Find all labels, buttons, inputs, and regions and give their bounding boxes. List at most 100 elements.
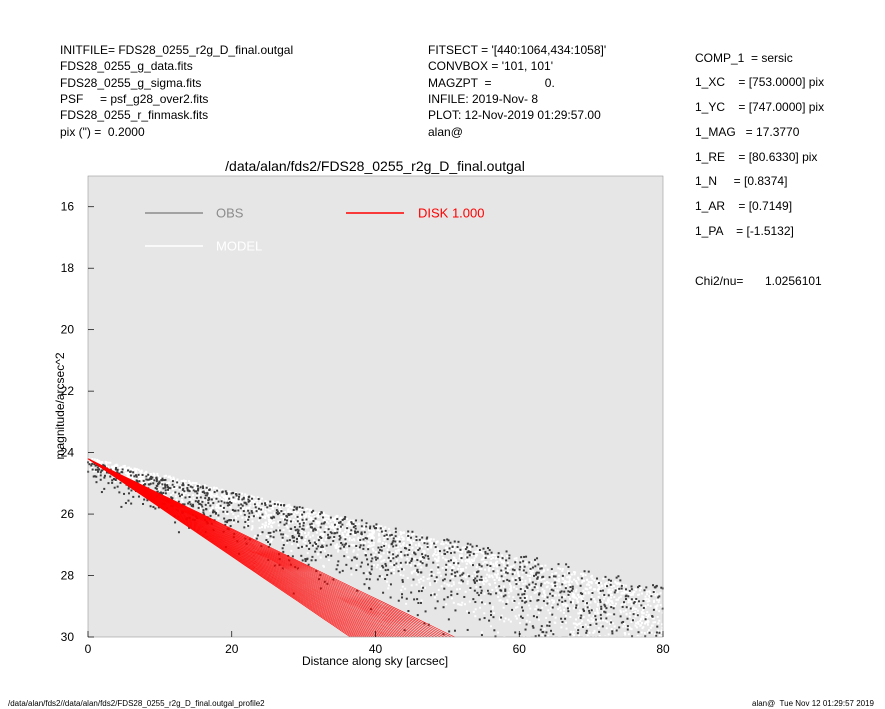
model-point [360,540,363,543]
model-point [581,598,584,601]
model-point [660,630,663,633]
model-point [489,583,492,586]
observed-point [379,548,382,551]
observed-point [201,500,204,503]
model-point [446,563,449,566]
model-point [521,571,524,574]
model-point [239,504,242,507]
model-point [328,516,331,519]
observed-point [384,569,387,572]
model-point [509,585,512,588]
model-point [199,504,202,507]
observed-point [459,548,462,551]
model-point [277,520,280,523]
model-point [220,498,223,501]
model-point [528,604,531,607]
model-point [442,543,445,546]
model-point [266,514,269,517]
model-point [460,574,463,577]
model-point [352,538,355,541]
model-point [568,597,571,600]
model-point [361,527,364,530]
observed-point [362,538,365,541]
observed-point [443,587,446,590]
observed-point [604,611,607,614]
observed-point [321,544,324,547]
plot-area [88,176,663,637]
model-point [443,550,446,553]
model-point [541,606,544,609]
observed-point [370,565,373,568]
observed-point [465,546,468,549]
observed-point [278,553,281,556]
observed-point [91,468,94,471]
model-point [463,574,466,577]
observed-point [498,564,501,567]
model-point [343,536,346,539]
observed-point [417,601,420,604]
model-point [494,554,497,557]
model-point [261,497,264,500]
model-point [167,475,170,478]
model-point [572,630,575,633]
observed-point [621,605,624,608]
observed-point [601,625,604,628]
model-point [486,573,489,576]
model-point [521,580,524,583]
observed-point [398,540,401,543]
observed-point [411,530,414,533]
observed-point [655,634,658,637]
observed-point [248,495,251,498]
y-tick-label: 16 [61,200,75,214]
observed-point [479,586,482,589]
model-point [292,518,295,521]
model-point [206,488,209,491]
model-point [372,532,375,535]
model-point [622,625,625,628]
model-point [536,589,539,592]
model-point [580,597,583,600]
model-point [526,563,529,566]
observed-point [389,560,392,563]
observed-point [99,474,102,477]
observed-point [474,577,477,580]
model-point [341,531,344,534]
model-point [635,622,638,625]
observed-point [521,593,524,596]
observed-point [310,559,313,562]
observed-point [92,475,95,478]
model-point [162,484,165,487]
model-point [500,554,503,557]
observed-point [379,527,382,530]
model-point [132,469,135,472]
model-point [305,519,308,522]
observed-point [329,536,332,539]
model-point [322,511,325,514]
observed-point [327,554,330,557]
observed-point [161,477,164,480]
model-point [389,557,392,560]
model-point [395,552,398,555]
model-point [643,598,646,601]
observed-point [617,575,620,578]
model-point [588,606,591,609]
model-point [621,583,624,586]
observed-point [658,631,661,634]
model-point [556,599,559,602]
model-point [205,485,208,488]
observed-point [321,545,324,548]
observed-point [395,544,398,547]
model-point [219,506,222,509]
model-point [568,608,571,611]
model-point [364,524,367,527]
model-point [250,528,253,531]
model-point [269,509,272,512]
observed-point [141,473,144,476]
model-point [452,565,455,568]
observed-point [506,578,509,581]
observed-point [443,549,446,552]
model-point [284,524,287,527]
model-point [429,583,432,586]
model-point [294,515,297,518]
model-point [466,573,469,576]
